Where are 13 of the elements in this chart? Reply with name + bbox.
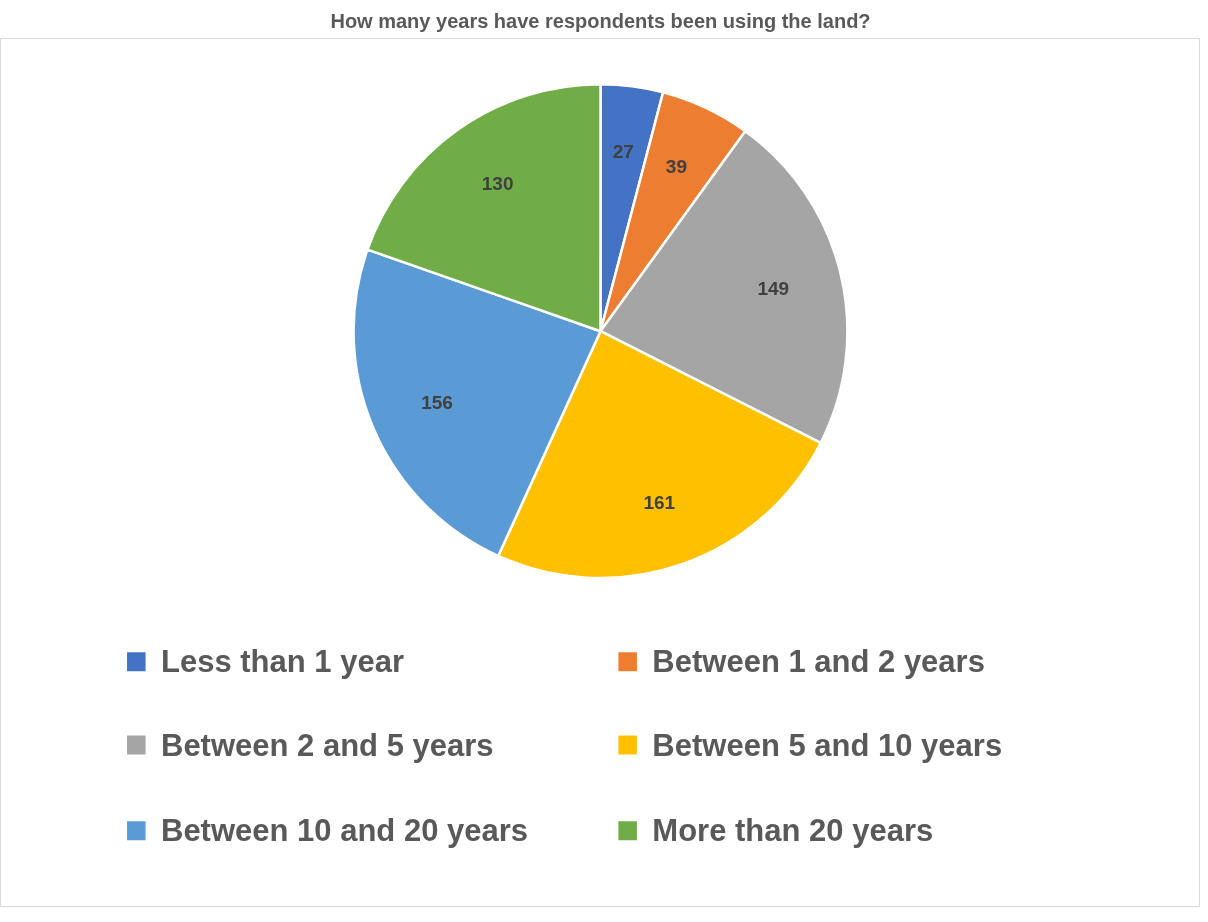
legend-label: More than 20 years — [652, 813, 934, 849]
legend-label: Between 2 and 5 years — [160, 727, 494, 763]
legend-label: Between 1 and 2 years — [652, 644, 985, 680]
data-label: 149 — [757, 277, 790, 299]
data-label: 156 — [421, 392, 453, 414]
legend-label: Between 10 and 20 years — [160, 813, 529, 849]
data-label: 39 — [665, 156, 688, 178]
data-label: 130 — [481, 172, 514, 194]
data-label: 161 — [643, 492, 676, 514]
data-label: 27 — [612, 140, 634, 162]
legend-label: Less than 1 year — [160, 644, 404, 680]
chart-title: How many years have respondents been using the land? — [330, 9, 871, 32]
legend-label: Between 5 and 10 years — [652, 727, 1003, 763]
